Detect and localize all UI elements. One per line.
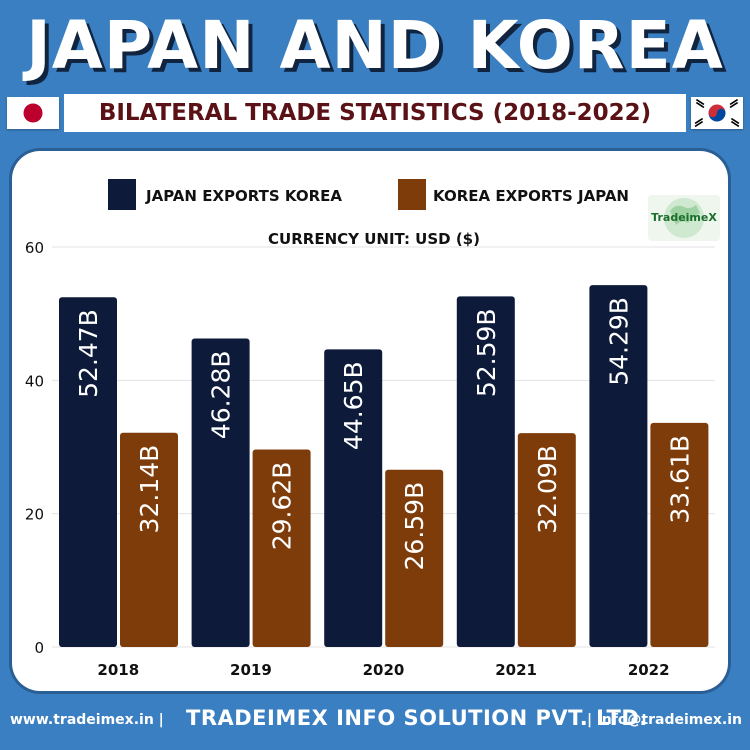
- chart-card: 0 20 40 60 52.47B 32.14B 46.28B 29.62B 44.65B 26…: [12, 151, 728, 691]
- bar-japan-2019: [191, 338, 250, 647]
- bar-korea-2021: [517, 433, 576, 647]
- main-title: JAPAN AND KOREA: [26, 7, 724, 84]
- website-link[interactable]: www.tradeimex.in |: [10, 712, 164, 728]
- data-label-korea-2022: 33.61B: [665, 435, 694, 524]
- globe-icon: [664, 198, 704, 238]
- y-tick-label: 60: [25, 239, 44, 257]
- bar-korea-2019: [252, 449, 311, 647]
- bar-japan-2021: [456, 296, 515, 647]
- data-label-korea-2021: 32.09B: [533, 445, 562, 534]
- data-label-korea-2020: 26.59B: [400, 482, 429, 571]
- company-name: TRADEIMEX INFO SOLUTION PVT. LTD.: [186, 706, 648, 730]
- x-tick-label: 2020: [363, 661, 405, 679]
- bar-japan-2022: [589, 285, 648, 647]
- bar-chart: 0 20 40 60 52.47B 32.14B 46.28B 29.62B 44.65B 26…: [25, 179, 720, 679]
- x-tick-label: 2018: [97, 661, 139, 679]
- x-tick-label: 2021: [495, 661, 537, 679]
- data-label-japan-2018: 52.47B: [74, 309, 103, 398]
- bar-japan-2018: [59, 297, 117, 647]
- tradeimex-logo: TradeimeX: [648, 195, 720, 241]
- x-tick-label: 2019: [230, 661, 272, 679]
- legend: JAPAN EXPORTS KOREA KOREA EXPORTS JAPAN: [108, 179, 629, 210]
- currency-note: CURRENCY UNIT: USD ($): [268, 230, 480, 248]
- japan-flag-icon: [7, 97, 59, 129]
- email-link[interactable]: | info@tradeimex.in: [586, 712, 742, 728]
- bar-korea-2020: [385, 469, 444, 647]
- bar-japan-2020: [324, 349, 383, 647]
- korea-flag-icon: [691, 97, 743, 129]
- subtitle-bar: BILATERAL TRADE STATISTICS (2018-2022): [0, 94, 750, 132]
- legend-label-korea: KOREA EXPORTS JAPAN: [433, 187, 629, 205]
- data-label-japan-2019: 46.28B: [207, 350, 236, 439]
- data-label-korea-2019: 29.62B: [268, 462, 297, 551]
- data-label-korea-2018: 32.14B: [135, 445, 164, 534]
- data-label-japan-2020: 44.65B: [339, 361, 368, 450]
- y-tick-label: 40: [25, 372, 44, 390]
- footer: www.tradeimex.in | TRADEIMEX INFO SOLUTI…: [0, 704, 750, 744]
- bar-korea-2022: [650, 422, 709, 647]
- logo-text: TradeimeX: [651, 211, 717, 224]
- legend-label-japan: JAPAN EXPORTS KOREA: [145, 187, 342, 205]
- bar-korea-2018: [120, 432, 178, 647]
- legend-swatch-japan: [108, 179, 136, 210]
- y-tick-label: 0: [34, 639, 44, 657]
- subtitle: BILATERAL TRADE STATISTICS (2018-2022): [64, 94, 686, 132]
- data-label-japan-2021: 52.59B: [472, 308, 501, 397]
- y-tick-label: 20: [25, 506, 44, 524]
- x-tick-label: 2022: [628, 661, 670, 679]
- data-label-japan-2022: 54.29B: [604, 297, 633, 386]
- legend-swatch-korea: [398, 179, 426, 210]
